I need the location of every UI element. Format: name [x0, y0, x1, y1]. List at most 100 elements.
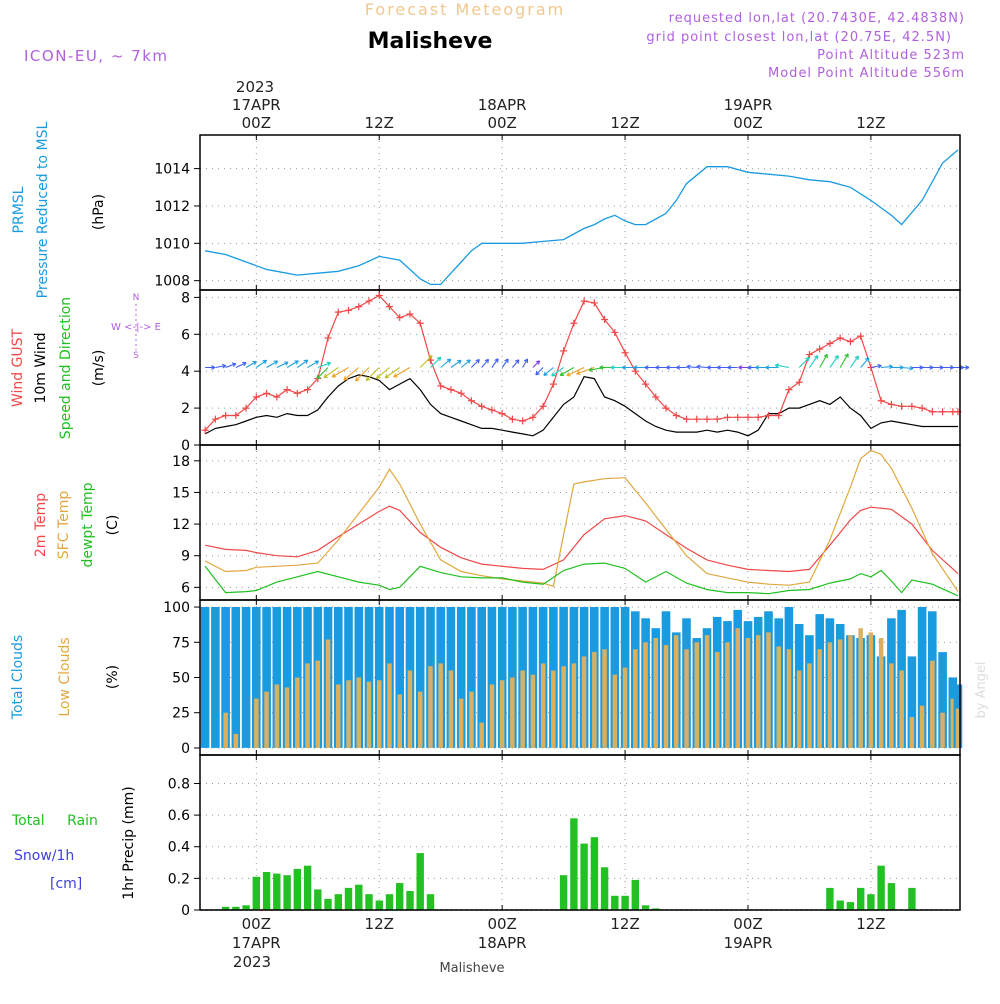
temp-dewpoint-line: [204, 562, 959, 597]
y-tick-label: 4: [181, 364, 190, 380]
gust-marker: [795, 378, 803, 386]
gust-marker: [611, 328, 619, 336]
gust-marker: [764, 411, 772, 419]
low-clouds-bar: [592, 652, 597, 748]
gust-marker: [887, 400, 895, 408]
low-clouds-bar: [889, 663, 894, 748]
top-date-label: 18APR: [478, 96, 527, 114]
rain-bar: [293, 868, 301, 910]
top-hour-label: 12Z: [856, 114, 885, 132]
wind-direction-arrow: [481, 358, 490, 368]
y-tick-label: 25: [172, 706, 190, 722]
model-altitude: Model Point Altitude 556m: [768, 66, 965, 81]
rain-bar: [908, 887, 916, 910]
gust-marker: [324, 334, 332, 342]
wind-direction-arrow: [901, 365, 914, 371]
gust-marker: [201, 426, 209, 434]
y-tick-label: 6: [181, 580, 190, 596]
wind-direction-arrow: [393, 367, 411, 378]
gust-marker: [723, 413, 731, 421]
gust-marker: [560, 347, 568, 355]
total-clouds-bar: [262, 607, 271, 748]
y-tick-label: 75: [172, 635, 190, 651]
y-tick-label: 1010: [154, 236, 190, 252]
rain-bar: [324, 898, 332, 910]
top-hour-label: 12Z: [365, 114, 394, 132]
top-hour-label: 00Z: [487, 114, 516, 132]
y-tick-label: 9: [181, 549, 190, 565]
low-clouds-bar: [397, 694, 402, 748]
y-tick-label: 8: [181, 290, 190, 306]
gust-marker: [857, 332, 865, 340]
total-clouds-bar: [200, 607, 210, 748]
gust-marker: [252, 393, 260, 401]
bottom-date-label: 17APR: [232, 934, 281, 952]
total-clouds-bar: [241, 607, 251, 748]
low-clouds-bar: [919, 705, 925, 748]
low-clouds-bar: [955, 708, 961, 748]
gust-marker: [396, 314, 404, 322]
rain-bar: [355, 884, 363, 910]
gust-marker: [273, 393, 281, 401]
y-tick-label: 0.4: [168, 840, 190, 856]
chart-panels: 1008101010121014024686912151802550751000…: [154, 134, 970, 919]
rain-bar: [857, 887, 865, 910]
total-clouds-bar: [395, 607, 404, 748]
y-tick-label: 12: [172, 517, 190, 533]
wind-direction-arrow: [296, 359, 309, 368]
gust-marker: [805, 351, 813, 359]
p1-title2: Pressure Reduced to MSL: [35, 121, 51, 298]
y-tick-label: 6: [181, 327, 190, 343]
total-clouds-bar: [354, 607, 364, 748]
low-clouds-bar: [612, 674, 618, 748]
gust-marker: [355, 303, 363, 311]
low-clouds-bar: [848, 635, 853, 748]
rain-bar: [232, 906, 240, 910]
low-clouds-bar: [930, 660, 935, 748]
wind-direction-arrow: [870, 363, 882, 369]
wind-direction-arrow: [471, 358, 480, 368]
y-tick-label: 0: [181, 438, 190, 454]
bottom-year: 2023: [233, 953, 271, 971]
p1-title1: PRMSL: [11, 186, 27, 233]
total-clouds-bar: [211, 607, 220, 748]
gust-marker: [590, 299, 598, 307]
rain-bar: [570, 818, 578, 910]
gust-marker: [549, 380, 557, 388]
total-clouds-bar: [477, 607, 486, 748]
gust-marker: [918, 404, 926, 412]
low-clouds-bar: [469, 691, 474, 748]
rain-bar: [385, 894, 394, 910]
total-clouds-bar: [344, 607, 353, 748]
low-clouds-bar: [868, 632, 874, 748]
total-clouds-bar: [938, 652, 947, 748]
total-clouds-bar: [415, 607, 425, 748]
gust-marker: [683, 415, 691, 423]
wind-direction-arrow: [819, 353, 828, 368]
bottom-hour-label: 12Z: [610, 915, 639, 933]
total-clouds-bar: [282, 607, 292, 748]
wind-direction-arrow: [450, 359, 462, 368]
wind-direction-arrow: [633, 365, 646, 370]
low-clouds-bar: [622, 667, 628, 748]
y-tick-label: 15: [172, 485, 190, 501]
low-clouds-bar: [909, 717, 915, 748]
wind-direction-arrow: [225, 362, 237, 369]
gust-marker: [539, 402, 547, 410]
gust-marker: [908, 402, 916, 410]
wind-direction-arrow: [860, 357, 870, 368]
total-clouds-bar: [497, 607, 507, 748]
rain-bar: [273, 873, 281, 910]
low-clouds-bar: [366, 681, 372, 748]
wind-direction-arrow: [205, 365, 216, 370]
wind-direction-arrow: [266, 360, 279, 368]
wind-direction-arrow: [911, 365, 924, 370]
low-clouds-bar: [479, 722, 484, 748]
gust-marker: [744, 413, 752, 421]
gust-marker: [365, 297, 373, 305]
p4-total-label: Total Clouds: [10, 635, 26, 720]
rain-bar: [426, 894, 435, 910]
low-clouds-bar: [653, 638, 658, 748]
rain-bar: [580, 843, 588, 910]
rain-bar: [221, 906, 230, 910]
